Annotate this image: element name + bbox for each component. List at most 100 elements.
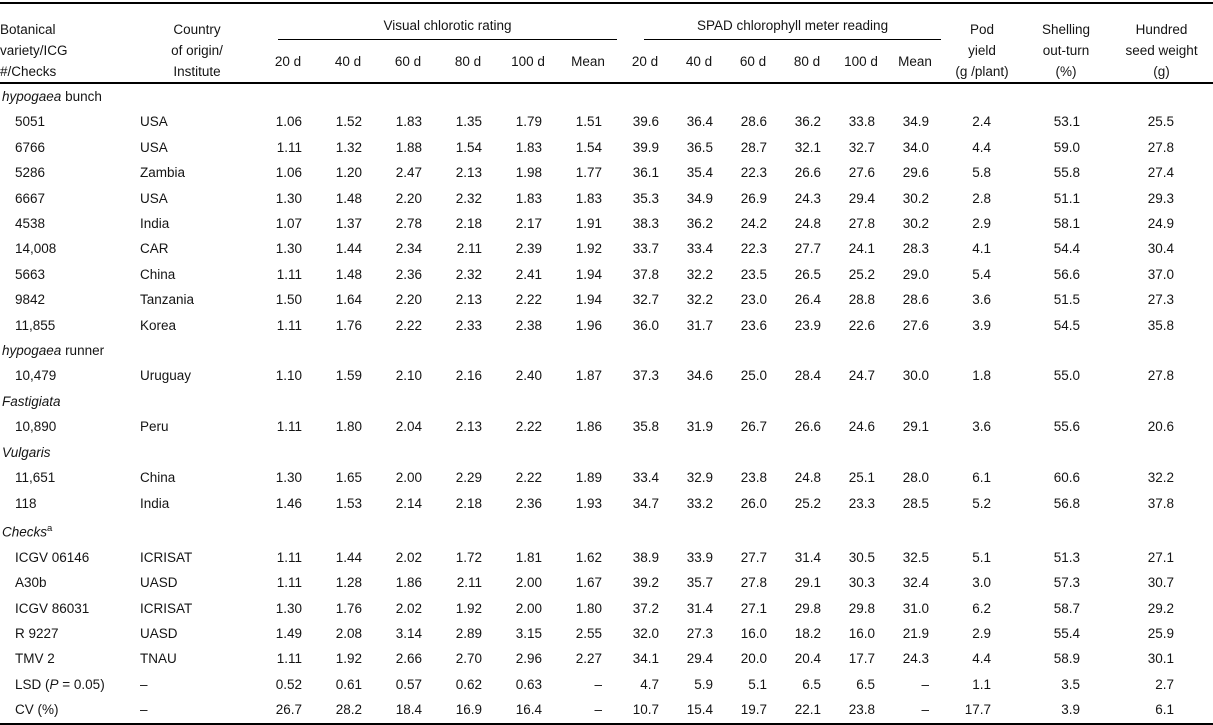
variety-cell: LSD (P = 0.05) — [0, 672, 136, 697]
value-cell: 56.6 — [1053, 266, 1081, 282]
header-line: Pod — [970, 22, 995, 37]
value-cell: 26.4 — [794, 292, 822, 308]
value-cell: 18.2 — [794, 626, 822, 642]
value-cell: 51.3 — [1053, 549, 1081, 565]
value-cell: 2.40 — [515, 368, 542, 384]
value-cell: 58.1 — [1053, 216, 1081, 232]
value-cell: 28.6 — [740, 114, 768, 130]
value-cell: 28.6 — [902, 292, 930, 308]
header-line: Hundred — [1135, 22, 1188, 37]
value-cell: 2.55 — [575, 626, 603, 642]
value-cell: 34.7 — [632, 495, 660, 511]
value-cell: 23.0 — [740, 292, 768, 308]
country-cell: India — [140, 216, 170, 232]
value-cell: 2.22 — [515, 470, 542, 486]
header-vcr-100d: 100 d — [511, 53, 545, 69]
value-cell: 6.1 — [1155, 702, 1175, 718]
variety-cell: 5286 — [0, 160, 136, 185]
value-cell: 1.65 — [335, 470, 362, 486]
value-cell: 33.4 — [632, 470, 660, 486]
value-cell: 27.8 — [1147, 139, 1175, 155]
value-cell: 2.32 — [455, 190, 482, 206]
value-cell: 0.52 — [275, 676, 302, 692]
text-segment: 5051 — [15, 114, 46, 130]
value-cell: 1.89 — [575, 470, 603, 486]
value-cell: 2.47 — [395, 165, 422, 181]
header-line: Institute — [173, 64, 221, 79]
country-cell: Uruguay — [140, 368, 192, 384]
section-row: Fastigiata — [0, 389, 1213, 414]
value-cell: 1.79 — [515, 114, 542, 130]
value-cell: 60.6 — [1053, 470, 1081, 486]
section-title: Fastigiata — [0, 389, 1213, 414]
value-cell: 28.8 — [848, 292, 876, 308]
value-cell: 37.8 — [632, 266, 660, 282]
value-cell: 24.8 — [794, 216, 822, 232]
value-cell: 20.0 — [740, 651, 768, 667]
value-cell: 27.3 — [1147, 292, 1175, 308]
value-cell: 3.5 — [1061, 676, 1081, 692]
value-cell: 37.2 — [632, 600, 660, 616]
value-cell: 2.9 — [972, 216, 992, 232]
text-segment: P — [49, 676, 59, 692]
table-row: 11,651 China 1.30 1.65 2.00 2.29 2.22 1.89 33.4 3… — [0, 465, 1213, 490]
value-cell: 16.0 — [848, 626, 876, 642]
value-cell: 24.3 — [902, 651, 930, 667]
value-cell: 2.13 — [455, 419, 482, 435]
text-segment: Vulgaris — [2, 444, 51, 460]
text-segment: = 0.05) — [58, 676, 105, 692]
country-cell: USA — [140, 114, 168, 130]
value-cell: 3.15 — [515, 626, 542, 642]
value-cell: 30.0 — [902, 368, 930, 384]
country-cell: Korea — [140, 317, 177, 333]
text-segment: 5286 — [15, 165, 46, 181]
value-cell: 6.5 — [856, 676, 876, 692]
table-row: 14,008 CAR 1.30 1.44 2.34 2.11 2.39 1.92 33.7 33.… — [0, 236, 1213, 261]
text-segment: A30b — [15, 575, 47, 591]
variety-cell: ICGV 06146 — [0, 545, 136, 570]
value-cell: 27.6 — [848, 165, 876, 181]
value-cell: 59.0 — [1053, 139, 1081, 155]
header-spad-80d: 80 d — [793, 53, 821, 69]
value-cell: 23.9 — [794, 317, 822, 333]
header-group-row: Botanical variety/ICG #/Checks Country o… — [0, 3, 1213, 79]
value-cell: 26.5 — [794, 266, 822, 282]
header-group-spad: SPAD chlorophyll meter reading — [618, 3, 942, 40]
text-segment: LSD ( — [15, 676, 50, 692]
table-row: 6667 USA 1.30 1.48 2.20 2.32 1.83 1.83 35.3 34.9 2… — [0, 186, 1213, 211]
value-cell: 34.9 — [686, 190, 714, 206]
value-cell: 2.11 — [456, 241, 482, 257]
value-cell: 1.11 — [276, 549, 302, 565]
value-cell: 3.14 — [395, 626, 422, 642]
value-cell: 1.86 — [575, 419, 603, 435]
value-cell: 3.6 — [972, 419, 992, 435]
value-cell: 17.7 — [964, 702, 992, 718]
header-vcr-60d: 60 d — [394, 53, 422, 69]
country-cell: Tanzania — [140, 292, 195, 308]
value-cell: 29.2 — [1147, 600, 1175, 616]
value-cell: 33.4 — [686, 241, 714, 257]
value-cell: 27.7 — [794, 241, 822, 257]
value-cell: 26.6 — [794, 419, 822, 435]
table-row: 5286 Zambia 1.06 1.20 2.47 2.13 1.98 1.77 36.1 35… — [0, 160, 1213, 185]
value-cell: 27.8 — [740, 575, 768, 591]
value-cell: 34.0 — [902, 139, 930, 155]
header-line: yield — [968, 43, 996, 58]
value-cell: 55.4 — [1053, 626, 1081, 642]
value-cell: 34.6 — [686, 368, 714, 384]
variety-cell: R 9227 — [0, 621, 136, 646]
country-cell: – — [140, 702, 148, 718]
header-line: variety/ICG — [0, 43, 68, 58]
value-cell: 26.9 — [740, 190, 768, 206]
value-cell: 55.0 — [1053, 368, 1081, 384]
table-row: A30b UASD 1.11 1.28 1.86 2.11 2.00 1.67 39.2 35.7… — [0, 570, 1213, 595]
value-cell: 23.6 — [740, 317, 768, 333]
value-cell: 27.6 — [902, 317, 930, 333]
value-cell: 24.9 — [1147, 216, 1175, 232]
value-cell: 5.4 — [972, 266, 992, 282]
section-title: Checksa — [0, 516, 1213, 545]
value-cell: 4.4 — [972, 651, 992, 667]
value-cell: 1.83 — [575, 190, 603, 206]
value-cell: 37.8 — [1147, 495, 1175, 511]
value-cell: 4.7 — [640, 676, 660, 692]
